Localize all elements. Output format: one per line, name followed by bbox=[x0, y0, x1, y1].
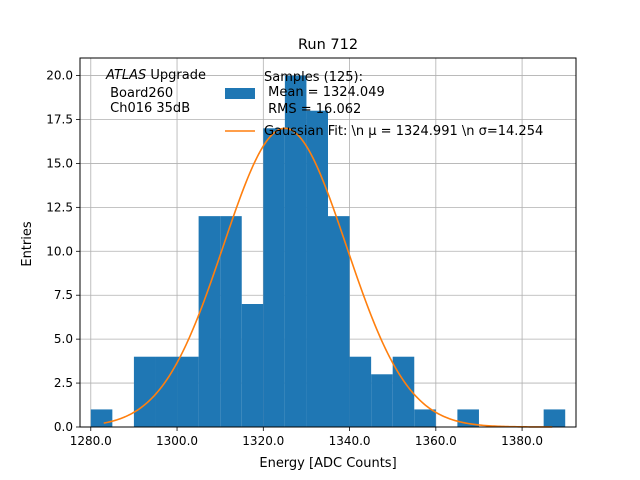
y-tick-label: 12.5 bbox=[46, 200, 73, 214]
y-axis-ticks: 0.0 2.5 5.0 7.5 10.0 12.5 15.0 17.5 20.0 bbox=[46, 69, 80, 434]
histogram-bar bbox=[306, 110, 328, 427]
x-tick-label: 1340.0 bbox=[329, 434, 371, 448]
fit-curve bbox=[103, 127, 553, 428]
x-tick-label: 1360.0 bbox=[415, 434, 457, 448]
histogram-bar bbox=[133, 356, 156, 427]
annotation-line-2: Board260 bbox=[106, 86, 173, 101]
gaussian-fit bbox=[103, 127, 553, 428]
x-tick-label: 1320.0 bbox=[242, 434, 284, 448]
x-tick-label: 1380.0 bbox=[501, 434, 543, 448]
y-tick-label: 2.5 bbox=[54, 376, 73, 390]
histogram-bars bbox=[90, 75, 566, 428]
histogram-bar bbox=[220, 216, 242, 427]
legend: Samples (125): Mean = 1324.049 RMS = 16.… bbox=[225, 70, 543, 139]
y-tick-label: 20.0 bbox=[46, 69, 73, 83]
legend-samples-line-1: Samples (125): bbox=[264, 70, 363, 85]
legend-samples-swatch bbox=[225, 88, 255, 99]
histogram-bar bbox=[177, 356, 199, 427]
histogram-bar bbox=[371, 374, 393, 427]
y-tick-label: 10.0 bbox=[46, 244, 73, 258]
y-tick-label: 5.0 bbox=[54, 332, 73, 346]
histogram-bar bbox=[241, 304, 264, 427]
y-tick-label: 17.5 bbox=[46, 113, 73, 127]
annotation-line-1: ATLAS Upgrade bbox=[105, 68, 206, 83]
annotation-line-3: Ch016 35dB bbox=[106, 101, 190, 116]
x-tick-label: 1280.0 bbox=[70, 434, 112, 448]
histogram-bar bbox=[349, 356, 372, 427]
y-tick-label: 0.0 bbox=[54, 420, 73, 434]
x-tick-label: 1300.0 bbox=[156, 434, 198, 448]
chart-title: Run 712 bbox=[298, 37, 358, 53]
plot-frame bbox=[79, 57, 577, 428]
histogram-bar bbox=[543, 409, 566, 427]
histogram-bar bbox=[263, 128, 285, 428]
histogram-bar bbox=[392, 356, 415, 427]
histogram-bar bbox=[155, 356, 178, 427]
x-axis-ticks: 1280.0 1300.0 1320.0 1340.0 1360.0 1380.0 bbox=[70, 427, 543, 448]
histogram-bar bbox=[284, 75, 307, 428]
x-axis-label: Energy [ADC Counts] bbox=[259, 456, 396, 471]
axes-frame bbox=[79, 57, 577, 428]
y-axis-label: Entries bbox=[20, 221, 35, 267]
histogram-bar bbox=[198, 216, 221, 427]
y-tick-label: 15.0 bbox=[46, 156, 73, 170]
atlas-annotation: ATLAS Upgrade Board260 Ch016 35dB bbox=[105, 68, 206, 116]
histogram-bar bbox=[328, 216, 350, 427]
legend-samples-line-3: RMS = 16.062 bbox=[264, 102, 361, 117]
y-tick-label: 7.5 bbox=[54, 288, 73, 302]
legend-fit-label: Gaussian Fit: \n μ = 1324.991 \n σ=14.25… bbox=[264, 124, 543, 139]
legend-samples-line-2: Mean = 1324.049 bbox=[264, 85, 385, 100]
histogram-bar bbox=[90, 409, 113, 427]
histogram-bar bbox=[414, 409, 436, 427]
